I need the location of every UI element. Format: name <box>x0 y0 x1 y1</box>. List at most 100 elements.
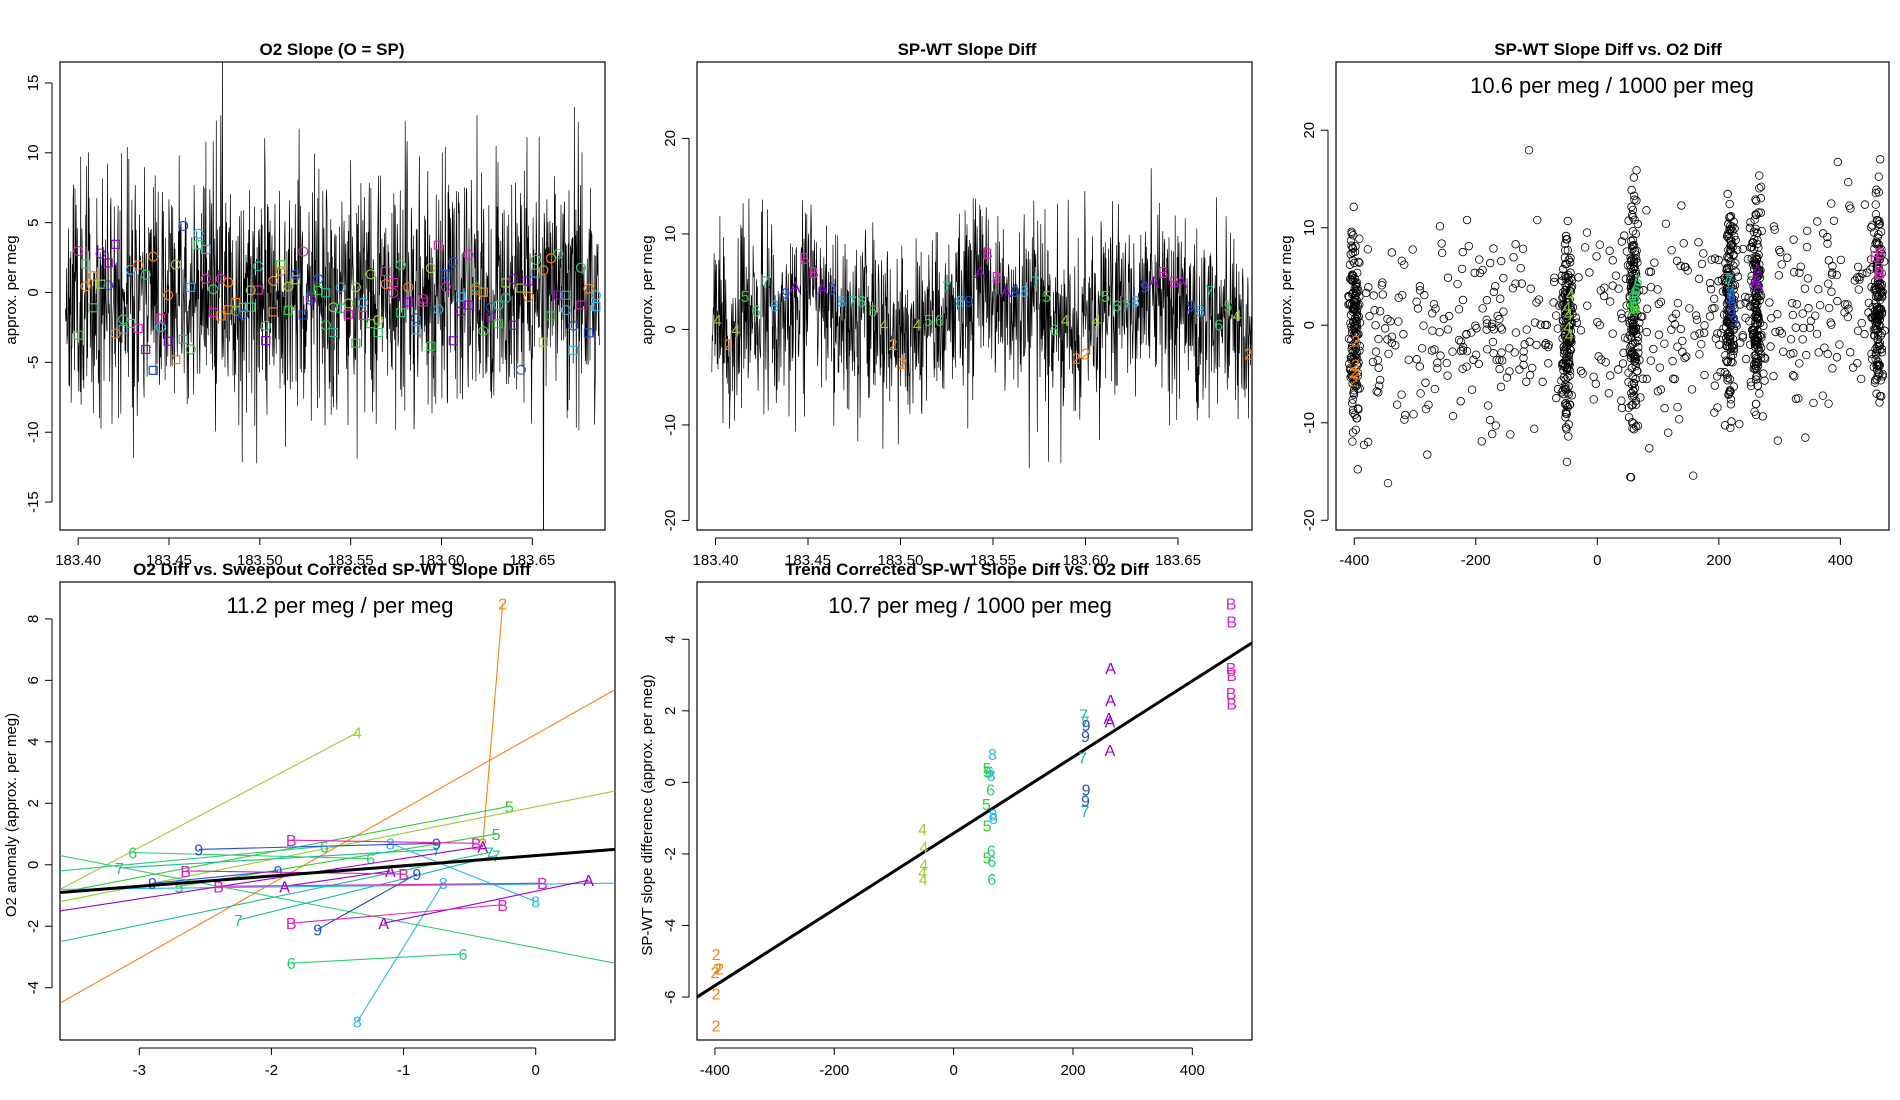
p3-scatter-point <box>1348 437 1357 446</box>
p1-x-tick-label: 183.65 <box>509 552 555 569</box>
p3-scatter-point <box>1676 324 1686 334</box>
p4-series-line <box>185 870 404 875</box>
p1-square-marker <box>201 244 211 254</box>
p3-scatter-point <box>1511 240 1520 249</box>
p1-square-marker <box>171 354 181 365</box>
p4-point-label: 7 <box>115 861 124 878</box>
p3-scatter-point <box>1873 330 1883 339</box>
p3-scatter-point <box>1720 368 1730 377</box>
p3-scatter-point <box>1629 259 1639 268</box>
p5-point-label: A <box>1105 715 1116 732</box>
p3-scatter-point <box>1355 318 1365 327</box>
p3-scatter-point <box>1627 202 1636 212</box>
p3-scatter-point <box>1747 271 1756 281</box>
p3-scatter-point <box>1565 335 1574 344</box>
p3-scatter-point <box>1795 359 1804 368</box>
p3-scatter-point <box>1753 381 1762 390</box>
p3-scatter-point <box>1766 342 1775 351</box>
p3-scatter-point <box>1788 310 1798 320</box>
p3-cluster-label: 2 <box>1349 365 1358 382</box>
p3-scatter-point <box>1541 340 1550 350</box>
p3-scatter-point <box>1415 282 1425 291</box>
p2-ylabel: approx. per meg <box>639 235 656 344</box>
p3-scatter-point <box>1751 399 1761 409</box>
p4-y-tick-label: 8 <box>25 615 42 623</box>
p3-scatter-point <box>1592 252 1601 261</box>
p2-point-label: B <box>799 251 810 268</box>
p3-scatter-point <box>1773 436 1783 445</box>
p3-scatter-point <box>1725 374 1735 384</box>
p3-scatter-point <box>1563 296 1572 306</box>
p3-scatter-point <box>1870 310 1880 319</box>
p3-scatter-point <box>1347 355 1356 364</box>
p4-series-line <box>482 603 504 844</box>
p4-point-label: B <box>471 836 482 853</box>
p3-scatter-point <box>1824 256 1834 265</box>
p4-series-line <box>119 848 437 869</box>
p3-scatter-point <box>1795 268 1804 278</box>
p3-scatter-point <box>1714 277 1723 286</box>
p2-point-label: 4 <box>1233 308 1242 325</box>
p3-scatter-point <box>1726 400 1736 409</box>
p3-scatter-point <box>1750 264 1759 274</box>
p3-scatter-point <box>1522 377 1531 386</box>
p1-circle-marker <box>500 292 511 304</box>
p3-scatter-point <box>1538 377 1547 387</box>
p3-scatter-point <box>1871 210 1881 219</box>
p4-point-label: 7 <box>485 845 494 862</box>
p3-scatter-point <box>1525 370 1535 380</box>
p3-cluster-label: 4 <box>1563 320 1572 337</box>
p3-scatter-point <box>1623 261 1633 270</box>
p3-cluster-label: 7 <box>1725 285 1734 302</box>
p3-scatter-point <box>1726 224 1736 234</box>
p1-square-marker <box>268 307 278 317</box>
p3-scatter-point <box>1416 389 1425 398</box>
p2-point-label: A <box>1149 275 1160 292</box>
p3-scatter-point <box>1348 428 1358 437</box>
p3-scatter-point <box>1614 284 1623 293</box>
p4-point-label: B <box>213 879 224 896</box>
p3-scatter-point <box>1517 279 1527 288</box>
p3-scatter-point <box>1876 392 1886 401</box>
p3-scatter-point <box>1750 364 1760 374</box>
p2-point-label: 4 <box>913 318 922 335</box>
p3-scatter-point <box>1633 219 1642 229</box>
p1-square-marker <box>456 292 466 302</box>
p3-scatter-point <box>1796 262 1805 271</box>
p1-circle-marker <box>373 314 384 326</box>
p5-point-label: B <box>1226 697 1237 714</box>
p3-scatter-point <box>1867 223 1876 232</box>
p3-scatter-point <box>1413 304 1423 313</box>
p3-scatter-point <box>1626 301 1635 310</box>
p3-cluster-label: 7 <box>1725 273 1734 290</box>
p4-point-label: 5 <box>492 827 501 844</box>
p3-scatter-point <box>1348 399 1357 408</box>
p3-scatter-point <box>1373 355 1383 365</box>
p3-scatter-point <box>1350 258 1359 268</box>
p3-scatter-point <box>1493 311 1502 321</box>
p4-point-label: A <box>279 879 290 896</box>
p3-scatter-point <box>1756 194 1766 203</box>
p3-scatter-point <box>1875 361 1885 370</box>
p3-scatter-point <box>1443 325 1453 334</box>
p3-scatter-point <box>1868 221 1877 230</box>
p3-scatter-point <box>1735 419 1744 429</box>
p1-circle-marker <box>88 270 99 282</box>
p3-scatter-point <box>1496 323 1505 332</box>
p3-scatter-point <box>1726 317 1735 327</box>
p5-y-tick-label: 2 <box>662 707 679 715</box>
p3-scatter-point <box>1355 384 1364 393</box>
p3-scatter-point <box>1483 345 1492 354</box>
p1-y-tick-label: -15 <box>25 491 42 513</box>
p3-scatter-point <box>1872 374 1881 384</box>
p3-scatter-point <box>1660 403 1669 413</box>
p1-circle-marker <box>245 285 256 296</box>
p3-scatter-point <box>1871 344 1880 353</box>
p3-scatter-point <box>1814 348 1823 357</box>
p2-y-tick-label: -10 <box>662 414 679 436</box>
p3-scatter-point <box>1487 322 1497 332</box>
p4-annotation: 11.2 per meg / per meg <box>226 593 453 618</box>
p3-scatter-point <box>1508 284 1518 293</box>
p3-scatter-point <box>1671 309 1681 319</box>
p3-scatter-point <box>1608 256 1617 265</box>
